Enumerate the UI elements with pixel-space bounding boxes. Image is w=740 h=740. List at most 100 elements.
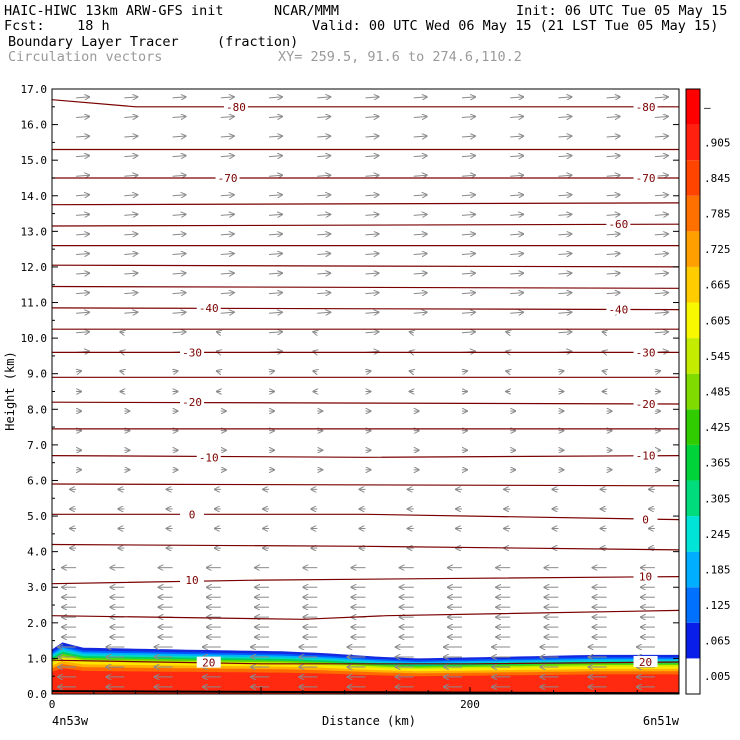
temperature-contour bbox=[52, 223, 679, 227]
circulation-vector bbox=[317, 97, 330, 98]
circulation-vector bbox=[510, 156, 523, 157]
circulation-vector bbox=[317, 116, 330, 117]
contour-label: -10 bbox=[199, 451, 219, 464]
colorbar-swatch bbox=[686, 373, 700, 410]
circulation-vector bbox=[654, 234, 668, 235]
x-axis-label: Distance (km) bbox=[322, 714, 416, 728]
circulation-vector bbox=[172, 273, 186, 274]
colorbar-swatch bbox=[686, 338, 700, 374]
circulation-vector bbox=[172, 116, 186, 117]
circulation-vector bbox=[124, 253, 137, 254]
circulation-vector bbox=[124, 116, 137, 117]
circulation-vector bbox=[654, 332, 668, 333]
temperature-contour bbox=[52, 576, 679, 585]
circulation-vector bbox=[365, 234, 379, 235]
circulation-vector bbox=[269, 116, 282, 117]
circulation-vector bbox=[413, 214, 427, 215]
colorbar-label: .665 bbox=[704, 279, 731, 292]
contour-label: -70 bbox=[218, 172, 238, 185]
circulation-vector bbox=[413, 234, 427, 235]
circulation-vector bbox=[317, 234, 330, 235]
circulation-vector bbox=[317, 312, 330, 313]
circulation-vector bbox=[172, 97, 186, 98]
y-tick-label: 17.0 bbox=[21, 83, 48, 96]
circulation-vector bbox=[510, 195, 523, 196]
colorbar-label: .005 bbox=[704, 670, 731, 683]
contour-label: -80 bbox=[226, 101, 246, 114]
y-tick-label: 13.0 bbox=[21, 225, 48, 238]
circulation-vector bbox=[365, 293, 379, 294]
y-tick-label: 8.0 bbox=[27, 403, 47, 416]
contour-label: 20 bbox=[202, 657, 215, 670]
circulation-vector bbox=[410, 332, 414, 333]
circulation-vector bbox=[413, 253, 427, 254]
circulation-vector bbox=[606, 234, 620, 235]
circulation-vector bbox=[269, 97, 282, 98]
y-tick-label: 7.0 bbox=[27, 439, 47, 452]
circulation-vector bbox=[654, 136, 668, 137]
circulation-vector bbox=[606, 214, 620, 215]
contour-label-bg bbox=[633, 171, 658, 183]
colorbar-swatch bbox=[686, 658, 700, 694]
colorbar-swatch bbox=[686, 516, 700, 552]
circulation-vector bbox=[558, 293, 571, 294]
temperature-contour bbox=[52, 401, 679, 405]
circulation-vector bbox=[413, 97, 427, 98]
contour-label-bg bbox=[633, 346, 658, 358]
circulation-vector bbox=[603, 371, 607, 372]
circulation-vector bbox=[506, 371, 510, 372]
colorbar-frame bbox=[685, 88, 701, 695]
contour-label-bg bbox=[633, 397, 658, 409]
circulation-vector bbox=[76, 332, 89, 333]
circulation-vector bbox=[558, 195, 571, 196]
y-tick-label: 11.0 bbox=[21, 297, 48, 310]
circulation-vector bbox=[76, 156, 89, 157]
valid-time: Valid: 00 UTC Wed 06 May 15 (21 LST Tue … bbox=[312, 18, 719, 34]
circulation-vector bbox=[461, 195, 475, 196]
colorbar-swatch bbox=[686, 124, 700, 161]
circulation-vector bbox=[365, 156, 379, 157]
circulation-vector bbox=[172, 214, 186, 215]
circulation-vector bbox=[76, 234, 89, 235]
colorbar-label: .185 bbox=[704, 563, 731, 576]
contour-label-bg bbox=[633, 570, 658, 582]
circulation-vector bbox=[461, 253, 475, 254]
field-name: Boundary Layer Tracer bbox=[8, 34, 179, 50]
contour-label: -10 bbox=[636, 450, 656, 463]
circulation-vector bbox=[124, 234, 137, 235]
contour-label: -20 bbox=[182, 396, 202, 409]
circulation-vector bbox=[461, 273, 475, 274]
circulation-vector bbox=[76, 136, 89, 137]
circulation-vector bbox=[220, 136, 234, 137]
temperature-contour bbox=[52, 659, 679, 665]
circulation-vector bbox=[365, 253, 379, 254]
circulation-vector bbox=[124, 214, 137, 215]
circulation-vector bbox=[654, 273, 668, 274]
circulation-vector bbox=[172, 175, 186, 176]
circulation-vector bbox=[76, 371, 81, 372]
circulation-vector bbox=[558, 214, 571, 215]
circulation-vector bbox=[606, 156, 620, 157]
y-tick-label: 1.0 bbox=[27, 652, 47, 665]
circulation-vector bbox=[172, 332, 186, 333]
colorbar-label: .845 bbox=[704, 172, 731, 185]
circulation-vector bbox=[365, 175, 379, 176]
circulation-vector bbox=[120, 332, 124, 333]
circulation-vector bbox=[365, 116, 379, 117]
colorbar-label: .725 bbox=[704, 243, 731, 256]
temperature-contour bbox=[52, 264, 679, 268]
circulation-vector bbox=[510, 253, 523, 254]
circulation-vector bbox=[510, 136, 523, 137]
circulation-vector bbox=[124, 136, 137, 137]
contour-label: 10 bbox=[639, 571, 652, 584]
model-title: HAIC-HIWC 13km ARW-GFS init bbox=[4, 3, 224, 19]
circulation-vector bbox=[462, 371, 467, 372]
contour-label-bg bbox=[196, 451, 221, 463]
colorbar-label: .485 bbox=[704, 386, 731, 399]
circulation-vector bbox=[461, 293, 475, 294]
circulation-vector bbox=[220, 293, 234, 294]
circulation-vector bbox=[124, 273, 137, 274]
circulation-vector bbox=[269, 195, 282, 196]
colorbar-label: .785 bbox=[704, 208, 731, 221]
circulation-vector bbox=[76, 312, 89, 313]
